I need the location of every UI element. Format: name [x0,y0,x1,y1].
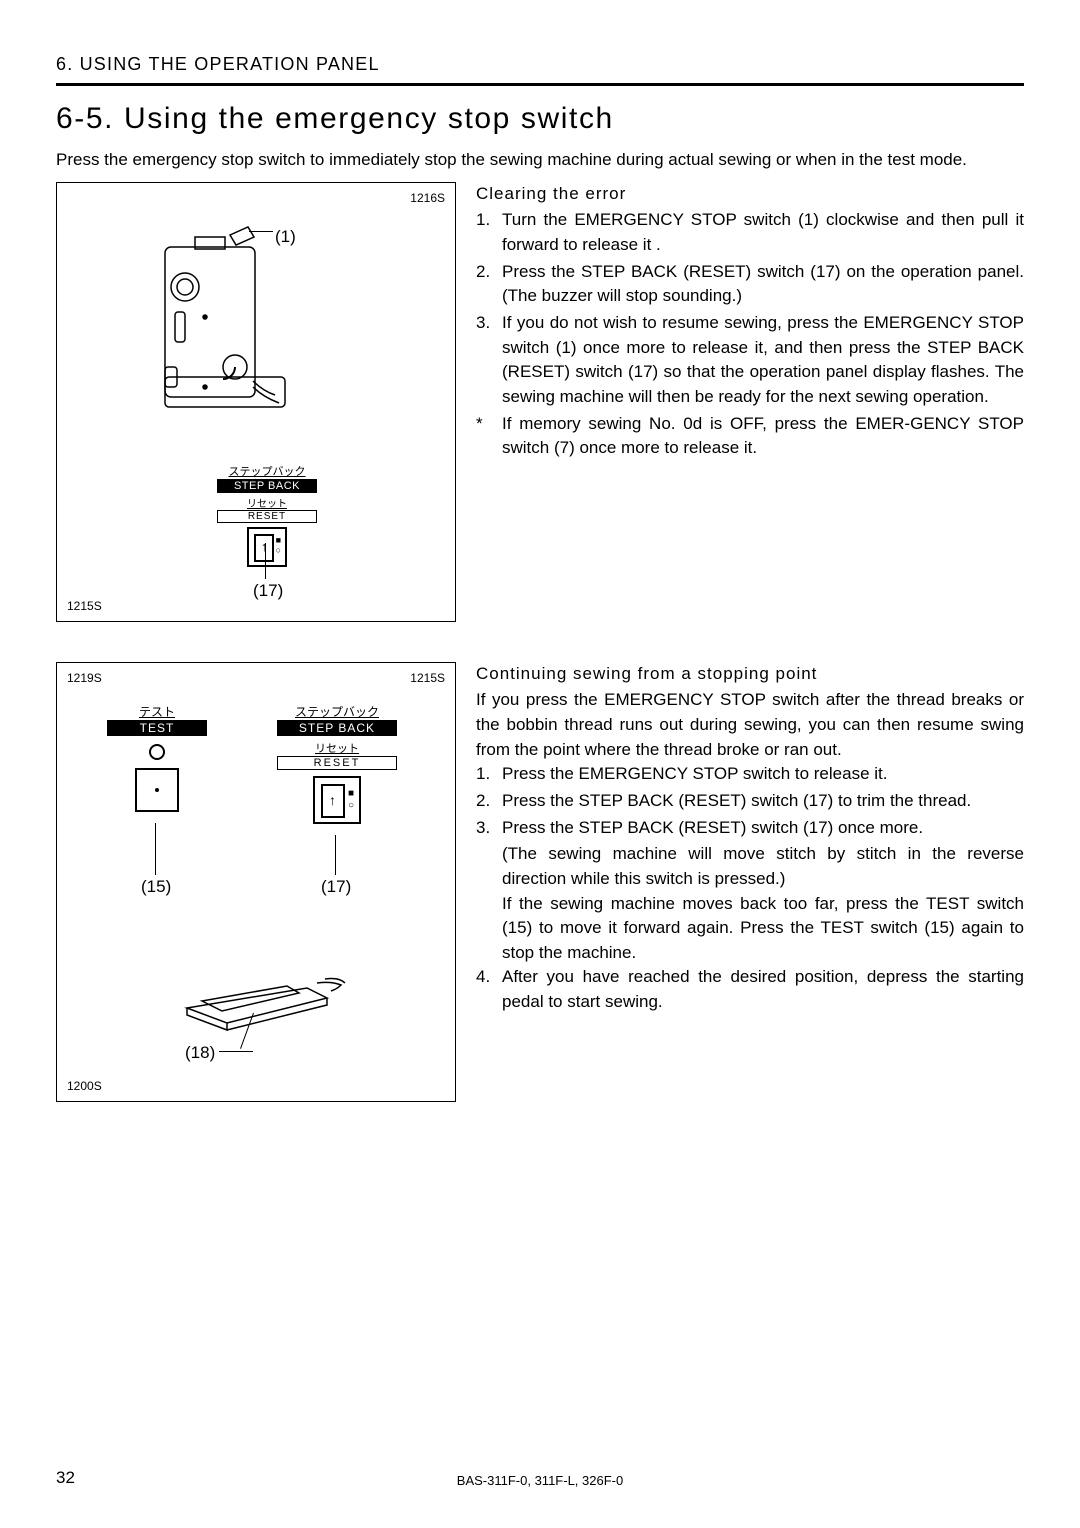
intro-paragraph: Press the emergency stop switch to immed… [56,148,1024,172]
clearing-step-1: Turn the EMERGENCY STOP switch (1) clock… [502,208,1024,257]
fig1-code-tr: 1216S [410,191,445,205]
test-button-icon [135,768,179,812]
row-clearing: 1216S 1215S [56,182,1024,622]
fig2-code-tr: 1215S [410,671,445,685]
sb2-jp: ステップバック [277,703,397,720]
sb-en: STEP BACK [217,479,317,493]
cont-step-3-extra1: (The sewing machine will move stitch by … [502,842,1024,891]
clearing-note: If memory sewing No. 0d is OFF, press th… [502,412,1024,461]
callout-15: (15) [141,877,171,897]
lead-18 [219,1051,253,1052]
clearing-heading: Clearing the error [476,182,1024,207]
reset-button-icon: ↑ ■○ [247,527,287,567]
page-number: 32 [56,1468,75,1488]
pedal-drawing [167,953,347,1033]
figure-2: 1219S 1215S 1200S テスト TEST ステップバック STEP … [56,662,456,1102]
continuing-text: Continuing sewing from a stopping point … [476,622,1024,1102]
manual-page: 6. USING THE OPERATION PANEL 6-5. Using … [0,0,1080,1528]
reset2-en: RESET [277,756,397,770]
test-led-icon [149,744,165,760]
callout-18: (18) [185,1043,215,1063]
continuing-lead: If you press the EMERGENCY STOP switch a… [476,688,1024,762]
cont-step-1: Press the EMERGENCY STOP switch to relea… [502,762,1024,787]
continuing-heading: Continuing sewing from a stopping point [476,662,1024,687]
machine-drawing [135,217,305,437]
callout-17b: (17) [321,877,351,897]
reset-jp: リセット [217,495,317,510]
footer-model: BAS-311F-0, 311F-L, 326F-0 [0,1473,1080,1488]
test-en: TEST [107,720,207,736]
continuing-steps-4: 4.After you have reached the desired pos… [476,965,1024,1014]
figure-1: 1216S 1215S [56,182,456,622]
sb-jp: ステップバック [217,463,317,479]
callout-17: (17) [253,581,283,601]
chapter-header: 6. USING THE OPERATION PANEL [56,54,1024,75]
section-title: 6-5. Using the emergency stop switch [56,102,1024,136]
reset2-jp: リセット [277,740,397,756]
panel-step-back-2: ステップバック STEP BACK リセット RESET ↑ ■○ [277,703,397,824]
reset2-button-icon: ↑ ■○ [313,776,361,824]
lead-15 [155,823,156,875]
cont-step-2: Press the STEP BACK (RESET) switch (17) … [502,789,1024,814]
panel-step-back: ステップバック STEP BACK リセット RESET ↑ ■○ [217,463,317,567]
lead-17b [335,835,336,875]
panel-test: テスト TEST [107,703,207,812]
clearing-step-3: If you do not wish to resume sewing, pre… [502,311,1024,410]
lead-17 [265,543,266,579]
row-continuing: 1219S 1215S 1200S テスト TEST ステップバック STEP … [56,622,1024,1102]
clearing-steps: 1.Turn the EMERGENCY STOP switch (1) clo… [476,208,1024,460]
lead-1 [249,231,273,232]
sb2-en: STEP BACK [277,720,397,736]
cont-step-4: After you have reached the desired posit… [502,965,1024,1014]
fig2-code-bl: 1200S [67,1079,102,1093]
cont-step-3: Press the STEP BACK (RESET) switch (17) … [502,816,1024,841]
reset-en: RESET [217,510,317,523]
clearing-step-2: Press the STEP BACK (RESET) switch (17) … [502,260,1024,309]
header-rule [56,83,1024,86]
test-jp: テスト [107,703,207,720]
cont-step-3-extra2: If the sewing machine moves back too far… [502,892,1024,966]
callout-1: (1) [275,227,296,247]
fig2-code-tl: 1219S [67,671,102,685]
fig1-code-bl: 1215S [67,599,102,613]
clearing-text: Clearing the error 1.Turn the EMERGENCY … [476,182,1024,622]
continuing-steps: 1.Press the EMERGENCY STOP switch to rel… [476,762,1024,840]
